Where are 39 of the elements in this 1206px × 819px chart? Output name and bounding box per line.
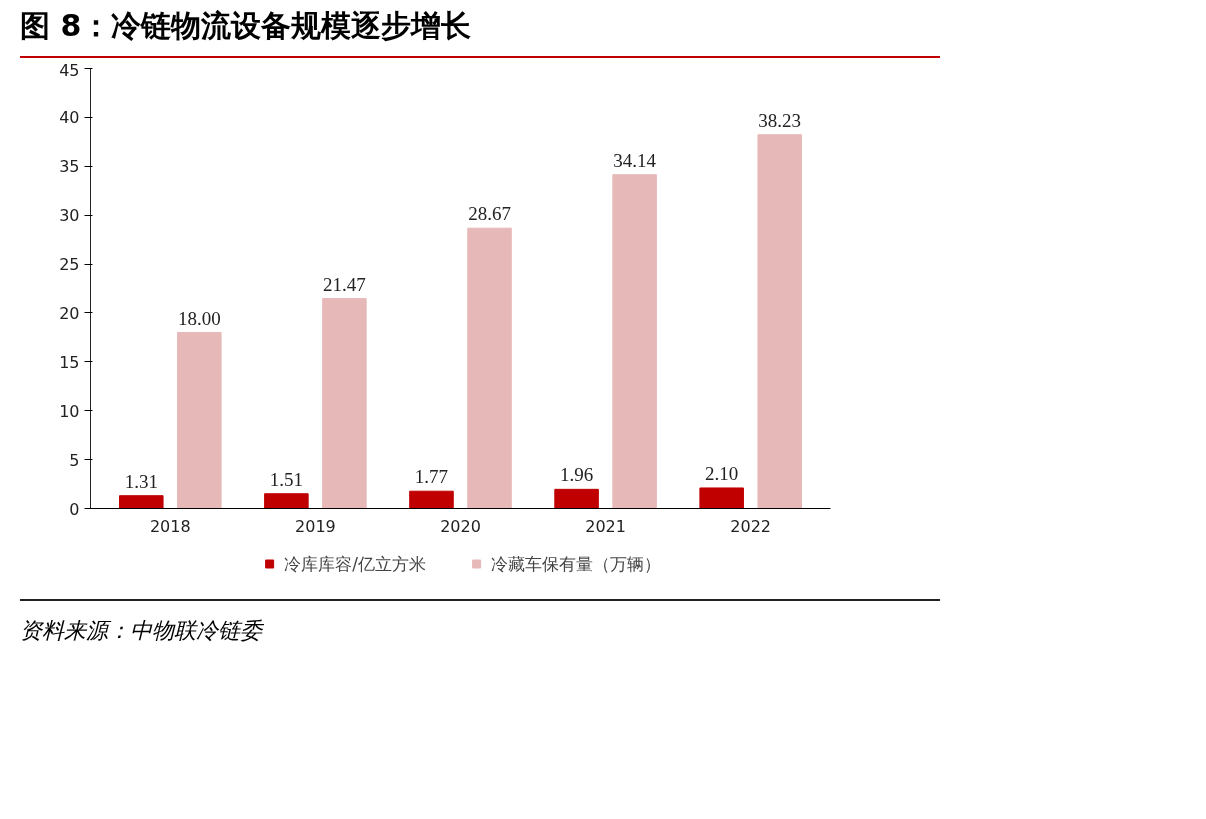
x-tick-label: 2021 xyxy=(585,516,626,536)
data-label: 1.96 xyxy=(559,464,594,486)
y-tick-label: 45 xyxy=(59,60,80,80)
bar xyxy=(322,297,367,509)
data-label: 1.51 xyxy=(269,468,304,490)
data-label: 21.47 xyxy=(323,273,366,295)
y-tick-label: 15 xyxy=(59,352,80,372)
data-label: 34.14 xyxy=(613,149,657,171)
data-label: 1.31 xyxy=(124,470,158,492)
legend-label: 冷藏车保有量（万辆） xyxy=(490,552,661,576)
data-label: 38.23 xyxy=(758,109,802,131)
bar xyxy=(409,490,454,509)
x-tick-label: 2020 xyxy=(440,516,481,536)
bar xyxy=(177,331,222,509)
x-tick-label: 2019 xyxy=(295,516,336,536)
y-tick-label: 0 xyxy=(69,499,80,519)
data-label: 18.00 xyxy=(177,307,221,329)
data-label: 28.67 xyxy=(468,203,511,225)
legend-label: 冷库库容/亿立方米 xyxy=(284,552,426,576)
y-tick-label: 20 xyxy=(59,303,80,323)
y-tick-label: 25 xyxy=(59,254,80,274)
bar xyxy=(467,227,512,509)
bar xyxy=(699,487,744,509)
x-tick-label: 2022 xyxy=(730,516,772,536)
y-tick-label: 40 xyxy=(59,108,80,128)
data-label: 2.10 xyxy=(705,462,739,484)
y-tick-label: 30 xyxy=(59,206,80,226)
data-label: 1.77 xyxy=(414,466,449,488)
y-tick-label: 10 xyxy=(59,401,80,421)
bar xyxy=(119,495,164,509)
y-tick-label: 5 xyxy=(69,450,80,470)
bar xyxy=(612,174,657,509)
y-tick-label: 35 xyxy=(59,157,80,177)
bar xyxy=(757,134,802,509)
text: 资料来源：中物联冷链委 xyxy=(20,616,262,645)
bar xyxy=(264,493,309,509)
x-tick-label: 2018 xyxy=(149,516,191,536)
bar xyxy=(554,488,599,509)
chart-title: 图 8：冷链物流设备规模逐步增长 xyxy=(20,7,472,45)
